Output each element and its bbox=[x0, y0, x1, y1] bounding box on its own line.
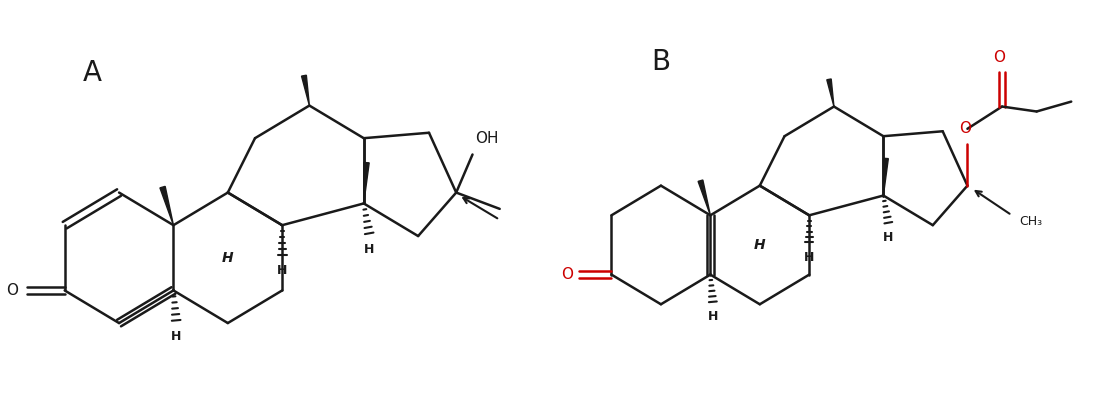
Text: H: H bbox=[708, 310, 718, 323]
Text: O: O bbox=[7, 283, 19, 298]
Text: O: O bbox=[562, 267, 574, 282]
Text: H: H bbox=[222, 251, 233, 265]
Text: B: B bbox=[652, 48, 670, 76]
Text: H: H bbox=[754, 238, 766, 252]
Polygon shape bbox=[302, 75, 310, 106]
Polygon shape bbox=[364, 162, 370, 204]
Text: H: H bbox=[884, 231, 894, 244]
Polygon shape bbox=[698, 180, 710, 215]
Text: CH₃: CH₃ bbox=[1019, 215, 1042, 228]
Text: H: H bbox=[171, 329, 181, 343]
Text: H: H bbox=[804, 251, 815, 264]
Text: H: H bbox=[278, 265, 287, 277]
Text: OH: OH bbox=[475, 131, 498, 147]
Polygon shape bbox=[827, 79, 834, 107]
Text: O: O bbox=[959, 121, 971, 136]
Polygon shape bbox=[160, 187, 173, 225]
Text: O: O bbox=[993, 50, 1006, 65]
Text: A: A bbox=[82, 59, 101, 87]
Text: H: H bbox=[364, 243, 374, 255]
Polygon shape bbox=[884, 158, 888, 196]
